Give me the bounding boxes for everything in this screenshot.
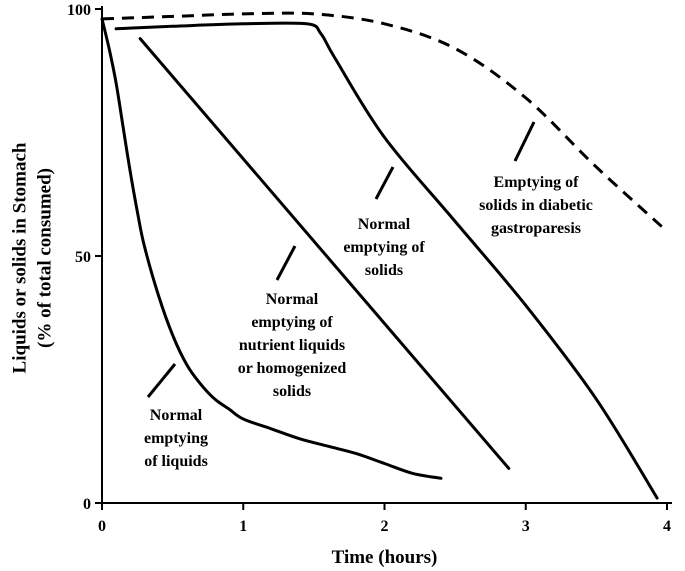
annotation-line: emptying <box>144 430 208 447</box>
y-tick-label: 0 <box>83 496 91 513</box>
x-axis-title: Time (hours) <box>332 547 438 568</box>
x-tick-label: 2 <box>381 518 389 535</box>
nutrient-liquids-annotation: Normal emptying of nutrient liquids or homo… <box>238 245 347 400</box>
annotation-line: of liquids <box>144 453 208 470</box>
annotation-line: solids <box>273 383 311 400</box>
solids-emptying-curve <box>114 21 659 500</box>
annotation-pointer <box>146 363 177 398</box>
gastroparesis-annotation: Emptying of solids in diabetic gastropares… <box>479 121 593 237</box>
y-tick-label: 100 <box>67 2 91 19</box>
annotation-line: nutrient liquids <box>239 337 345 354</box>
y-axis-title-line: Liquids or solids in Stomach <box>10 142 31 373</box>
annotation-line: solids in diabetic <box>479 197 593 214</box>
annotation-line: Emptying of <box>494 174 580 191</box>
axes: 0 1 2 3 4 0 50 100 Time (hours) Liquids or solids… <box>10 2 672 568</box>
annotation-line: solids <box>365 262 403 279</box>
annotation-line: emptying of <box>343 239 425 256</box>
solids-annotation: Normal emptying of solids <box>343 166 425 279</box>
annotation-line: Normal <box>358 216 411 233</box>
annotation-pointer <box>513 121 536 162</box>
x-tick-label: 3 <box>522 518 530 535</box>
y-axis-title-line: (% of total consumed) <box>35 168 56 348</box>
annotation-line: emptying of <box>251 314 333 331</box>
annotation-line: Normal <box>266 291 319 308</box>
annotation-pointer <box>374 166 395 200</box>
annotations: Normal emptying of liquids Normal emptying o… <box>144 121 593 470</box>
annotation-line: or homogenized <box>238 360 347 377</box>
annotation-pointer <box>275 245 297 281</box>
liquids-emptying-curve <box>100 17 443 480</box>
liquids-annotation: Normal emptying of liquids <box>144 363 208 470</box>
x-tick-label: 1 <box>239 518 247 535</box>
x-tick-label: 4 <box>663 518 671 535</box>
annotation-line: Normal <box>150 407 203 424</box>
y-tick-label: 50 <box>75 249 91 266</box>
nutrient-liquids-curve <box>138 37 511 470</box>
curves <box>100 11 669 500</box>
x-tick-label: 0 <box>98 518 106 535</box>
annotation-line: gastroparesis <box>491 220 581 237</box>
diabetic-gastroparesis-curve <box>101 11 669 233</box>
